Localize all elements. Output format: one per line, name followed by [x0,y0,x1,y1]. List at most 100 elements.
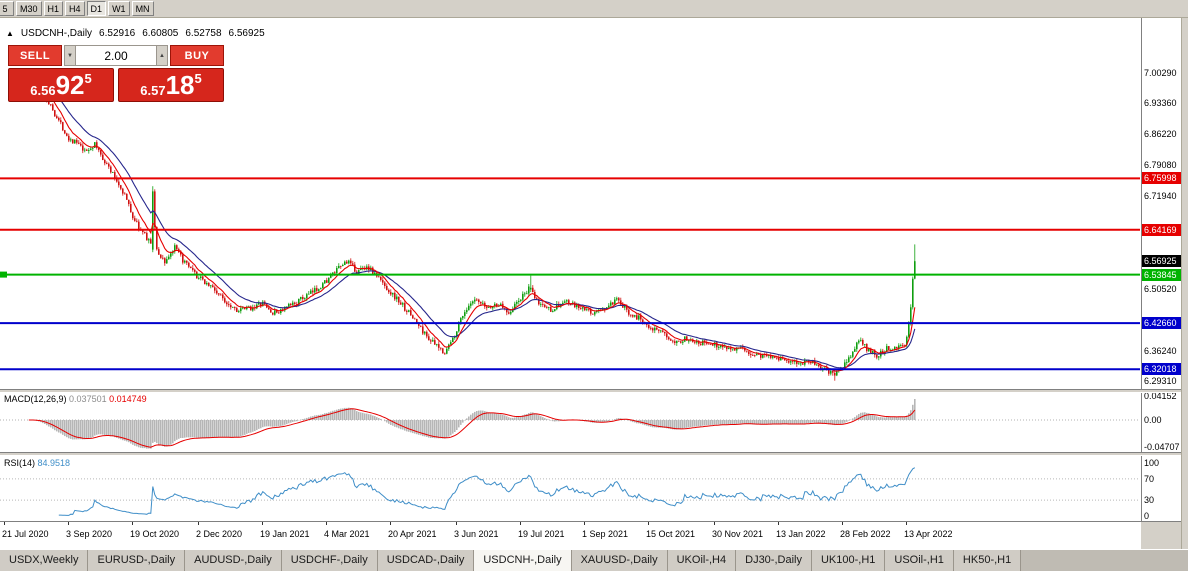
rsi-value: 84.9518 [37,458,71,468]
rsi-name: RSI(14) [4,458,36,468]
price-line-label: 6.56925 [1142,255,1182,267]
ask-big-digits: 18 [165,70,195,100]
macd-scale-label: -0.04707 [1144,442,1180,452]
time-label: 15 Oct 2021 [646,529,696,539]
buy-price-box[interactable]: 6.57 18 5 [118,68,224,102]
time-tick [778,522,779,525]
chart-tab-eurusd-daily[interactable]: EURUSD-,Daily [88,550,186,571]
macd-main-value: 0.037501 [69,394,107,404]
macd-signal-line [28,408,916,448]
price-line-label: 6.53845 [1142,269,1182,281]
time-tick [390,522,391,525]
time-label: 20 Apr 2021 [388,529,437,539]
macd-pane [0,399,1140,449]
price-pane [0,77,1140,381]
pane-divider-rsi[interactable] [0,452,1181,456]
chart-ohlc-header: ▲ USDCNH-,Daily 6.52916 6.60805 6.52758 … [6,28,265,39]
one-click-toggle-icon[interactable]: ▲ [6,29,14,38]
chart-window: 7.00290 6.93360 6.86220 6.79080 6.75998 6.719… [0,18,1188,549]
macd-indicator-label: MACD(12,26,9) 0.037501 0.014749 [4,394,147,404]
rsi-scale-label: 30 [1144,495,1155,505]
price-scale-label: 6.93360 [1144,98,1177,108]
macd-scale-label: 0.04152 [1144,391,1177,401]
sell-price-box[interactable]: 6.56 92 5 [8,68,114,102]
time-label: 13 Jan 2022 [776,529,826,539]
timeframe-button-m30[interactable]: M30 [16,1,42,16]
price-scale-label: 7.00290 [1144,68,1177,78]
time-tick [648,522,649,525]
timeframe-button-mn[interactable]: MN [131,1,154,16]
time-axis[interactable]: 21 Jul 2020 3 Sep 2020 19 Oct 2020 2 Dec 20… [0,521,1141,549]
ma-fast-line [28,78,916,372]
time-label: 21 Jul 2020 [2,529,49,539]
time-label: 13 Apr 2022 [904,529,953,539]
macd-name: MACD(12,26,9) [4,394,67,404]
price-scale-label: 6.71940 [1144,191,1177,201]
time-label: 30 Nov 2021 [712,529,764,539]
price-line-label: 6.32018 [1142,363,1182,375]
rsi-scale-label: 0 [1144,511,1150,521]
chart-tabs-bar: USDX,Weekly EURUSD-,Daily AUDUSD-,Daily USD… [0,549,1188,571]
timeframe-button-h1[interactable]: H1 [43,1,64,16]
volume-increase-button[interactable]: ▲ [156,45,168,66]
rsi-scale-label: 70 [1144,474,1155,484]
macd-signal-value: 0.014749 [109,394,147,404]
chart-tab-ukoil-h4[interactable]: UKOil-,H4 [667,550,737,571]
time-tick [584,522,585,525]
sell-button[interactable]: SELL [8,45,62,66]
macd-scale-label: 0.00 [1144,415,1162,425]
chart-tab-usdcnh-daily[interactable]: USDCNH-,Daily [474,550,572,571]
chart-tab-usdcad-daily[interactable]: USDCAD-,Daily [377,550,475,571]
time-label: 4 Mar 2021 [324,529,370,539]
volume-input[interactable] [76,45,156,66]
time-tick [68,522,69,525]
time-label: 3 Sep 2020 [66,529,113,539]
time-tick [842,522,843,525]
chart-tab-dj30-daily[interactable]: DJ30-,Daily [736,550,812,571]
volume-decrease-button[interactable]: ▼ [64,45,76,66]
chart-tab-usoil-h1[interactable]: USOil-,H1 [885,550,954,571]
time-tick [520,522,521,525]
timeframe-button-w1[interactable]: W1 [108,1,130,16]
time-tick [132,522,133,525]
ohlc-high: 6.60805 [142,28,179,39]
time-tick [262,522,263,525]
chart-tab-audusd-daily[interactable]: AUDUSD-,Daily [185,550,282,571]
chart-tab-usdchf-daily[interactable]: USDCHF-,Daily [281,550,378,571]
time-label: 19 Oct 2020 [130,529,180,539]
candles-series [28,77,916,381]
timeframe-button-d1[interactable]: D1 [86,1,107,16]
price-line-label: 6.64169 [1142,224,1182,236]
chart-tab-usdx-weekly[interactable]: USDX,Weekly [0,550,89,571]
time-label: 3 Jun 2021 [454,529,499,539]
price-scale-label: 6.50520 [1144,284,1177,294]
volume-stepper: ▼ ▲ [64,45,168,66]
hline-anchor-marker [0,271,7,278]
price-axis[interactable]: 7.00290 6.93360 6.86220 6.79080 6.75998 6.719… [1141,18,1182,521]
ohlc-close: 6.56925 [228,28,265,39]
ask-pip-digit: 5 [194,71,202,86]
price-line-label: 6.75998 [1142,172,1182,184]
timeframe-toolbar: 5 M30 H1 H4 D1 W1 MN [0,0,1188,18]
price-scale-label: 6.29310 [1144,376,1177,386]
pane-divider-macd[interactable] [0,389,1181,393]
bid-prefix: 6.56 [30,83,56,98]
time-tick [714,522,715,525]
timeframe-button-h4[interactable]: H4 [65,1,85,16]
chart-symbol-period: USDCNH-,Daily [20,28,93,39]
bid-big-digits: 92 [55,70,85,100]
rsi-scale-label: 100 [1144,458,1160,468]
chart-tab-xauusd-daily[interactable]: XAUUSD-,Daily [571,550,668,571]
ma-slow-line [28,78,916,369]
rsi-pane [0,467,1140,516]
chart-tab-hk50-h1[interactable]: HK50-,H1 [953,550,1022,571]
chart-tab-uk100-h1[interactable]: UK100-,H1 [811,550,886,571]
timeframe-button-5[interactable]: 5 [0,1,14,16]
ohlc-low: 6.52758 [185,28,222,39]
time-tick [456,522,457,525]
time-label: 1 Sep 2021 [582,529,629,539]
axis-corner [1141,521,1181,549]
buy-button[interactable]: BUY [170,45,224,66]
price-scale-label: 6.36240 [1144,346,1177,356]
